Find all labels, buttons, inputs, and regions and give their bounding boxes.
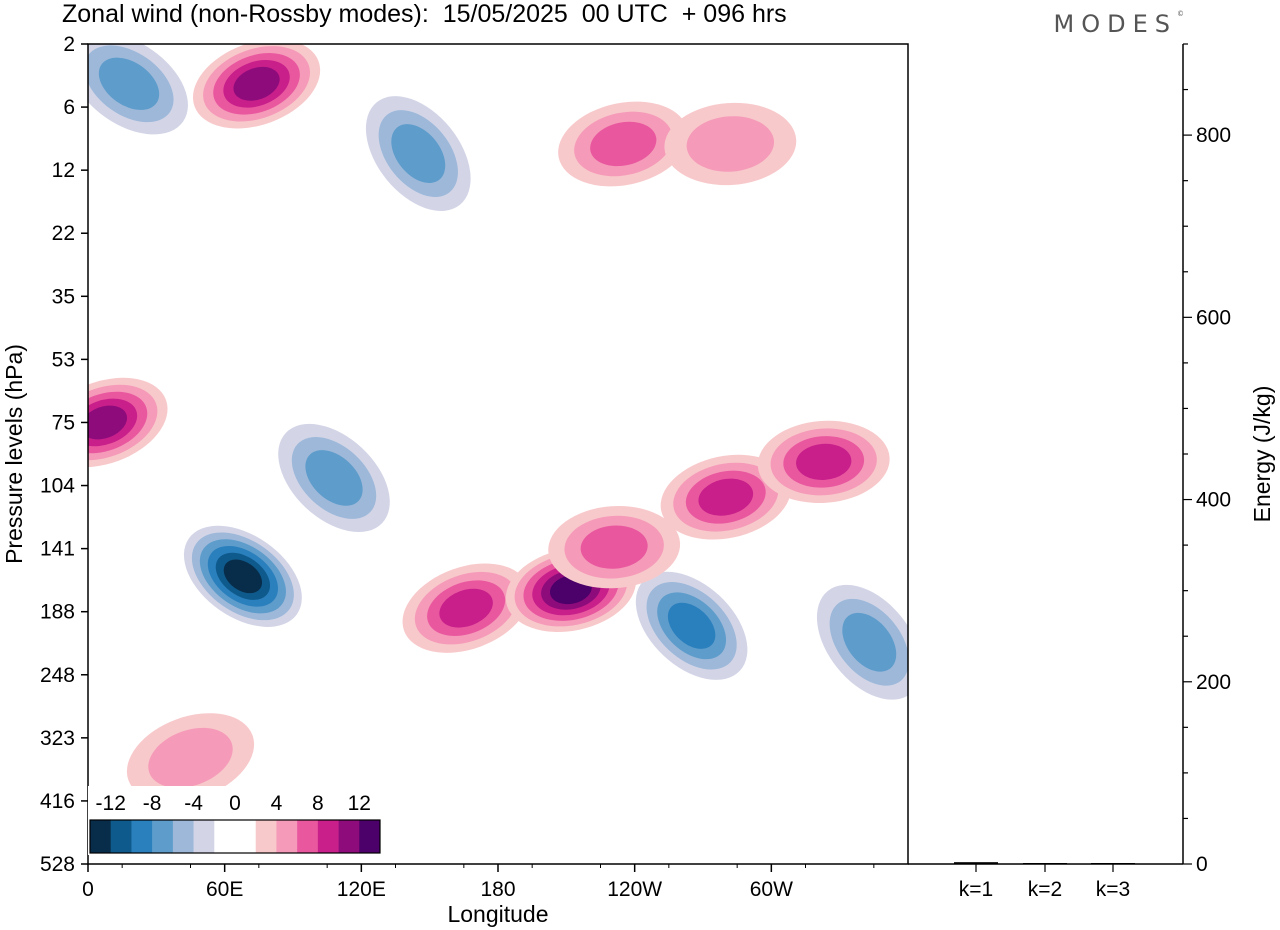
contour-band — [233, 66, 280, 101]
heatmap-feature — [664, 102, 797, 186]
x-tick-label: 180 — [480, 878, 515, 901]
heatmap-feature — [88, 377, 168, 468]
contour-band — [98, 57, 160, 110]
energy-category-label: k=2 — [1028, 878, 1062, 901]
y-tick-label: 6 — [63, 96, 75, 119]
colorbar-label: 0 — [229, 792, 241, 815]
energy-tick-label: 0 — [1196, 853, 1208, 876]
energy-panel: 0 200 400 600 800 k=1 k=2 k=3 — [908, 43, 1231, 901]
y-tick-label: 141 — [40, 538, 75, 561]
energy-tick-label: 800 — [1196, 124, 1231, 147]
contour-band — [698, 478, 754, 516]
contour-band — [223, 559, 263, 594]
colorbar-swatch — [338, 820, 360, 853]
colorbar-label: -4 — [184, 792, 203, 815]
colorbar-swatch — [317, 820, 339, 853]
contour-band — [686, 116, 775, 172]
colorbar-swatch — [131, 820, 153, 853]
y-tick-label: 2 — [63, 33, 75, 56]
x-tick-label: 0 — [82, 878, 94, 901]
contour-band — [842, 612, 897, 672]
energy-bar — [954, 862, 998, 864]
y-tick-label: 22 — [52, 222, 75, 245]
energy-category-label: k=3 — [1096, 878, 1130, 901]
x-tick-label: 120W — [607, 878, 662, 901]
x-tick-label: 60W — [750, 878, 793, 901]
y-tick-label: 35 — [52, 285, 75, 308]
contour-band — [796, 443, 852, 480]
colorbar-label: -12 — [96, 792, 126, 815]
contour-band — [439, 588, 493, 628]
heatmap-feature — [192, 44, 321, 129]
energy-bar — [1091, 863, 1135, 864]
y-tick-label: 248 — [40, 664, 75, 687]
colorbar-label: -8 — [143, 792, 162, 815]
heatmap-feature — [816, 584, 908, 700]
colorbar-swatch — [297, 820, 319, 853]
colorbar-swatch — [193, 820, 215, 853]
heatmap-feature — [183, 525, 302, 627]
colorbar-swatch — [90, 820, 112, 853]
contour-band — [305, 450, 363, 506]
colorbar-swatch — [235, 820, 257, 853]
brand-text: MODES — [1053, 10, 1177, 38]
x-axis: 0 60E 120E 180 120W 60W — [82, 864, 875, 901]
energy-category-label: k=1 — [959, 878, 993, 901]
heatmap-feature — [88, 44, 188, 135]
colorbar-label: 8 — [312, 792, 324, 815]
heatmap-feature — [558, 101, 689, 187]
heatmap-feature — [402, 563, 530, 653]
y-axis-title: Pressure levels (hPa) — [1, 344, 27, 564]
colorbar-frame — [89, 819, 381, 854]
contour-band — [580, 525, 648, 569]
y-tick-label: 188 — [40, 601, 75, 624]
energy-tick-label: 400 — [1196, 489, 1231, 512]
y-tick-label: 12 — [52, 159, 75, 182]
contour-band — [590, 121, 657, 167]
colorbar-label: 12 — [348, 792, 371, 815]
colorbar-label: 4 — [271, 792, 283, 815]
colorbar-swatch — [110, 820, 132, 853]
heatmap-field — [88, 44, 908, 803]
heatmap-feature — [757, 420, 890, 504]
brand-logo: MODES© — [1053, 10, 1184, 38]
y-tick-label: 75 — [52, 411, 75, 434]
y-axis: 2 6 12 22 35 53 75 104 141 188 248 323 416 528 — [40, 33, 88, 876]
contour-band — [148, 727, 233, 788]
y-tick-label: 104 — [40, 475, 75, 498]
heatmap-feature — [365, 96, 471, 211]
y-tick-label: 53 — [52, 348, 75, 371]
heatmap-feature — [660, 454, 791, 540]
contour-band — [88, 405, 128, 440]
colorbar-swatch — [276, 820, 298, 853]
energy-axis-title: Energy (J/kg) — [1249, 386, 1275, 523]
y-tick-label: 416 — [40, 790, 75, 813]
energy-tick-label: 600 — [1196, 306, 1231, 329]
y-tick-label: 528 — [40, 853, 75, 876]
colorbar-legend: -12 -8 -4 0 4 8 12 — [88, 786, 382, 855]
heatmap-feature — [548, 505, 681, 589]
heatmap-feature — [278, 423, 390, 533]
colorbar-swatch — [152, 820, 174, 853]
colorbar-swatch — [255, 820, 277, 853]
energy-bar — [1023, 863, 1067, 864]
heatmap-feature — [635, 571, 748, 680]
colorbar-swatch — [214, 820, 236, 853]
x-axis-title: Longitude — [447, 901, 548, 927]
chart-title: Zonal wind (non-Rossby modes): 15/05/202… — [62, 0, 787, 28]
x-tick-label: 60E — [206, 878, 243, 901]
heatmap-feature — [126, 713, 255, 803]
y-tick-label: 323 — [40, 727, 75, 750]
energy-tick-label: 200 — [1196, 671, 1231, 694]
contour-band — [391, 124, 446, 183]
colorbar-swatch — [359, 820, 381, 853]
colorbar-swatch — [172, 820, 194, 853]
contour-band — [667, 602, 716, 649]
x-tick-label: 120E — [337, 878, 386, 901]
